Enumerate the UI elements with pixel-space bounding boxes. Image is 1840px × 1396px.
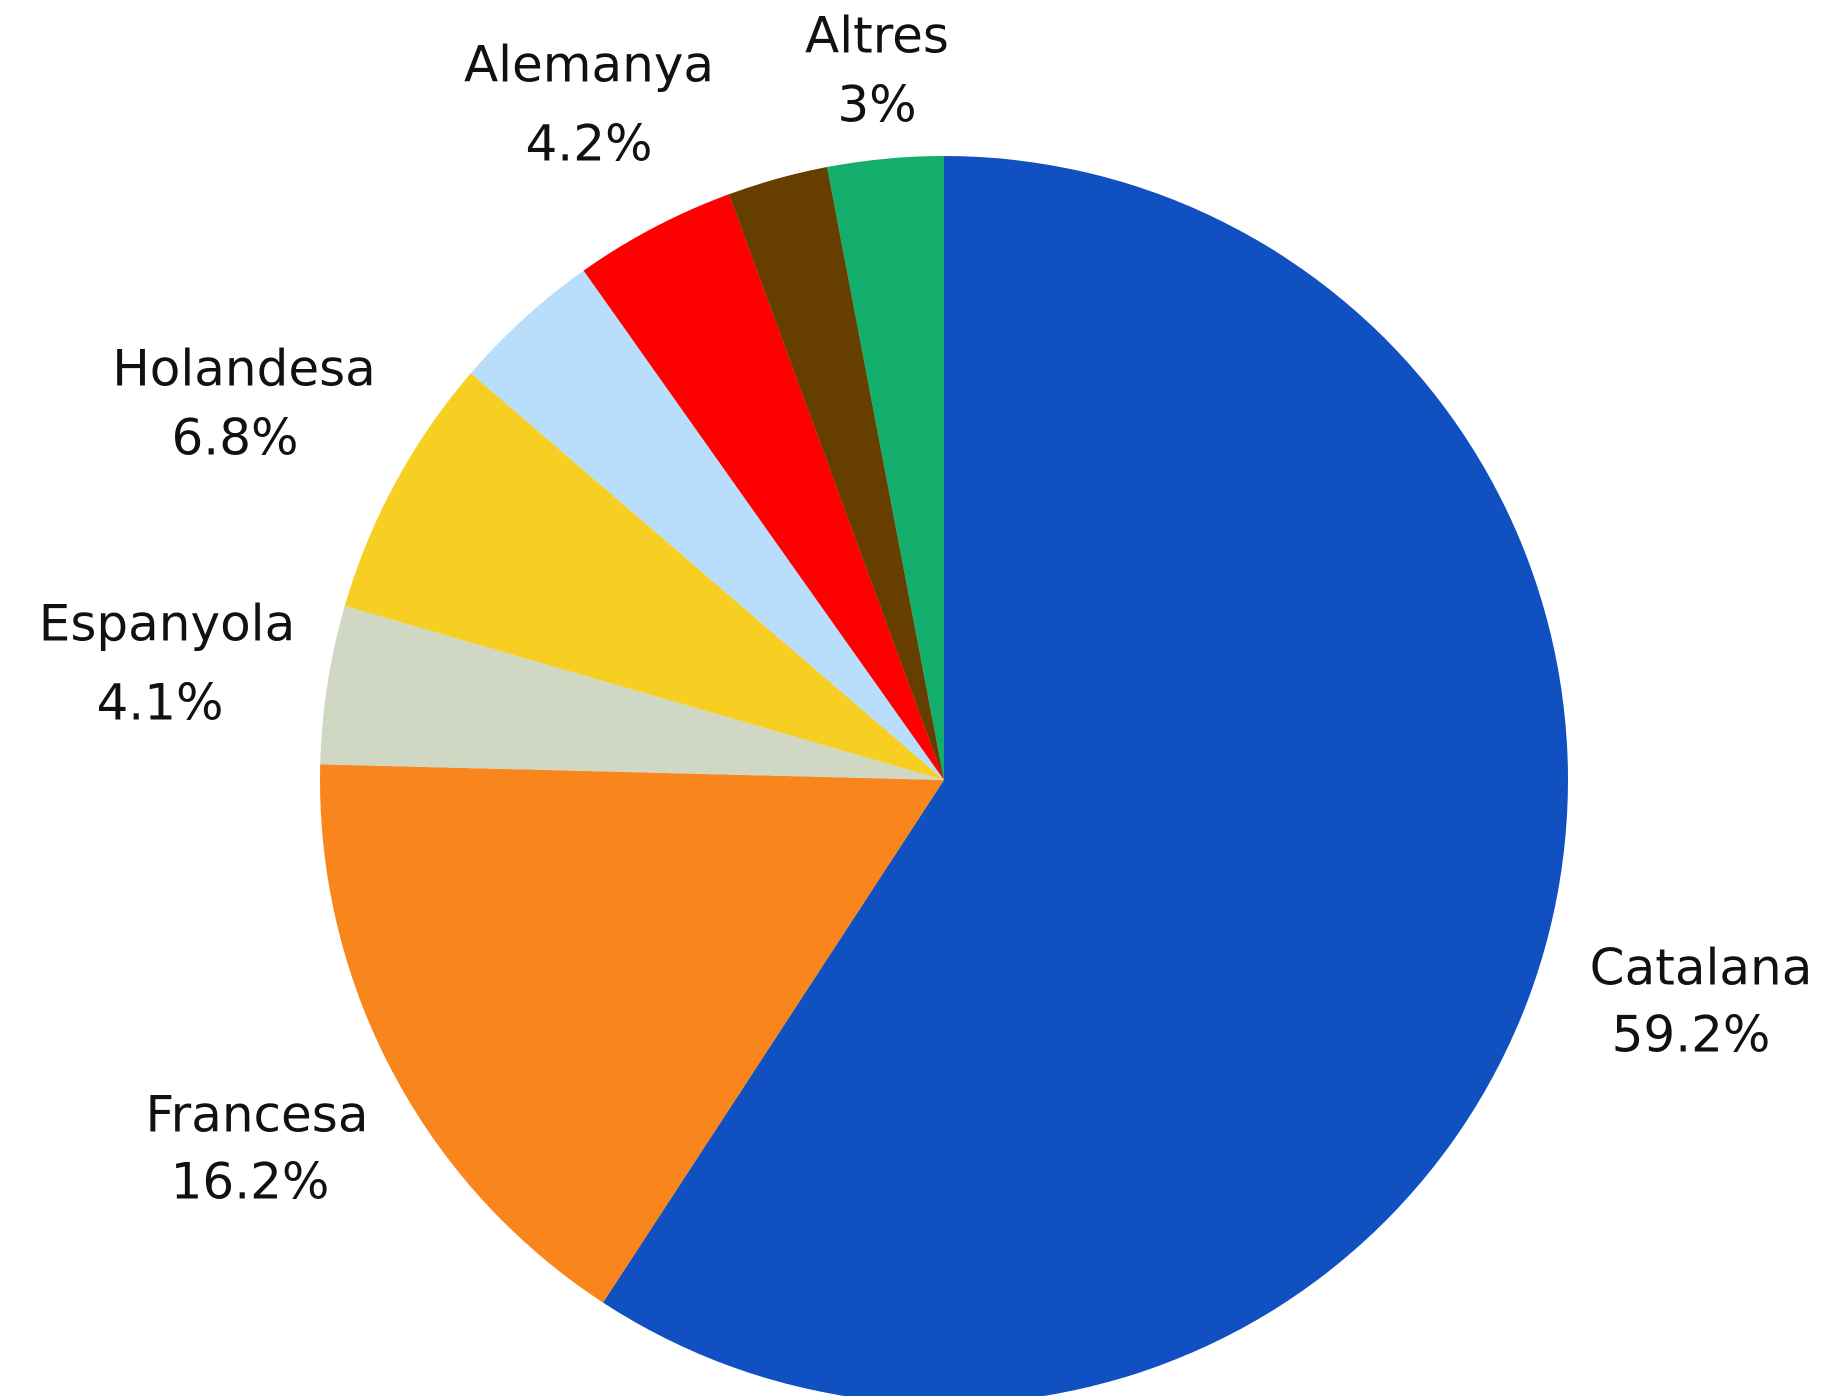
value-label: 3% (837, 76, 916, 134)
slice-label: Francesa (146, 1086, 369, 1144)
pie-slice (320, 605, 945, 780)
slice-label: Holandesa (112, 340, 376, 398)
value-label: 16.2% (171, 1153, 330, 1211)
pie-slice (344, 373, 944, 780)
value-label: 59.2% (1612, 1006, 1771, 1064)
pie-slice (470, 270, 944, 780)
value-label: 6.8% (171, 409, 298, 467)
slice-label: Altres (805, 7, 949, 65)
pie-slice (583, 194, 944, 780)
pie-slice (320, 764, 944, 1303)
slice-label: Espanyola (39, 595, 295, 653)
pie-slice (603, 156, 1568, 1396)
slice-label: Alemanya (464, 36, 714, 94)
pie-slice (827, 156, 944, 780)
value-label: 4.2% (525, 115, 652, 173)
value-label: 4.1% (96, 674, 223, 732)
slice-label: Catalana (1590, 939, 1813, 997)
pie-slice (728, 167, 944, 781)
